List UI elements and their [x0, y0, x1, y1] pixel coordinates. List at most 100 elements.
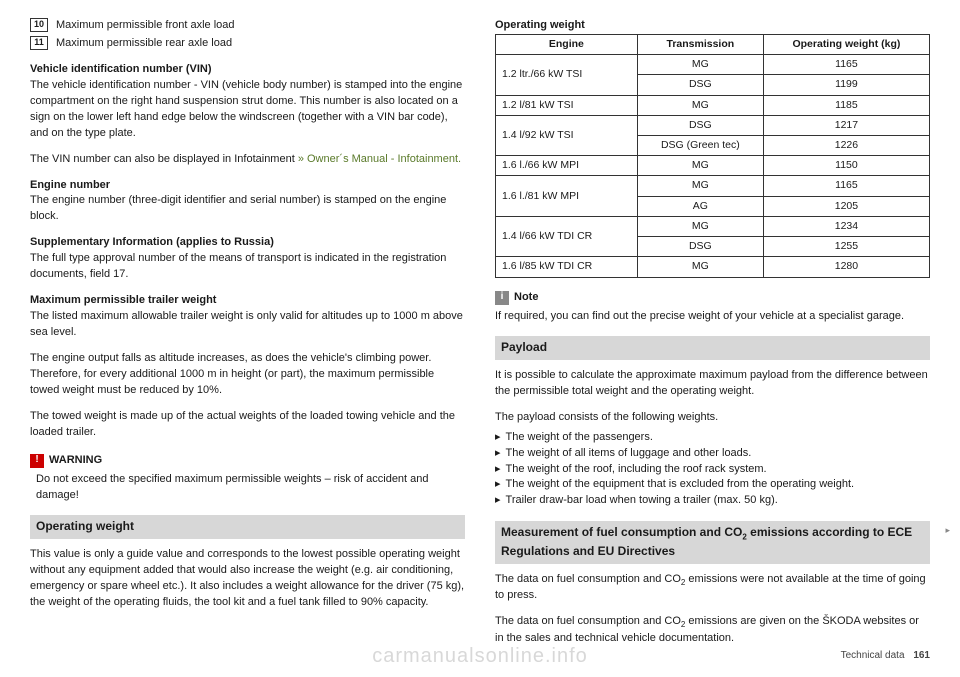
trailer-p2: The engine output falls as altitude incr…	[30, 351, 465, 399]
cell-transmission: MG	[637, 95, 763, 115]
trailer-p3: The towed weight is made up of the actua…	[30, 409, 465, 441]
left-column: 10 Maximum permissible front axle load 1…	[30, 18, 465, 657]
fuel-p1: The data on fuel consumption and CO2 emi…	[495, 572, 930, 605]
cell-weight: 1234	[763, 216, 929, 236]
cell-transmission: DSG (Green tec)	[637, 136, 763, 156]
payload-section-head: Payload	[495, 336, 930, 359]
bullet-text: The weight of the roof, including the ro…	[506, 462, 767, 478]
cell-engine: 1.6 l./81 kW MPI	[496, 176, 638, 216]
engine-number-heading: Engine number	[30, 178, 465, 194]
fuel-section-head: Measurement of fuel consumption and CO2 …	[495, 521, 930, 563]
right-column: Operating weight Engine Transmission Ope…	[495, 18, 930, 657]
cell-transmission: MG	[637, 216, 763, 236]
cell-weight: 1185	[763, 95, 929, 115]
th-engine: Engine	[496, 34, 638, 54]
bullet-item: ▸ The weight of all items of luggage and …	[495, 446, 930, 462]
page-number: 161	[913, 650, 930, 661]
operating-weight-table: Engine Transmission Operating weight (kg…	[495, 34, 930, 278]
fuel-p1-pre: The data on fuel consumption and CO	[495, 573, 681, 585]
item-text: Maximum permissible front axle load	[56, 18, 235, 34]
bullet-text: The weight of all items of luggage and o…	[506, 446, 752, 462]
bullet-icon: ▸	[495, 462, 501, 478]
bullet-icon: ▸	[495, 430, 501, 446]
bullet-text: The weight of the passengers.	[506, 430, 653, 446]
warning-icon: !	[30, 454, 44, 468]
supplementary-body: The full type approval number of the mea…	[30, 251, 465, 283]
cross-reference: » Owner´s Manual - Infotainment.	[298, 153, 461, 165]
warning-body: Do not exceed the specified maximum perm…	[30, 472, 465, 504]
table-header-row: Engine Transmission Operating weight (kg…	[496, 34, 930, 54]
cell-weight: 1205	[763, 196, 929, 216]
fuel-head-pre: Measurement of fuel consumption and CO	[501, 525, 742, 539]
note-header: i Note	[495, 290, 930, 306]
cell-engine: 1.4 l/66 kW TDI CR	[496, 216, 638, 256]
cell-weight: 1199	[763, 75, 929, 95]
table-row: 1.6 l./81 kW MPIMG1165	[496, 176, 930, 196]
vin-heading: Vehicle identification number (VIN)	[30, 62, 465, 78]
engine-number-body: The engine number (three-digit identifie…	[30, 193, 465, 225]
cell-weight: 1150	[763, 156, 929, 176]
payload-list: ▸ The weight of the passengers. ▸ The weigh…	[495, 430, 930, 510]
bullet-item: ▸ The weight of the passengers.	[495, 430, 930, 446]
bullet-item: ▸ Trailer draw-bar load when towing a tra…	[495, 493, 930, 509]
supplementary-heading: Supplementary Information (applies to Ru…	[30, 235, 465, 251]
operating-weight-section-head: Operating weight	[30, 515, 465, 538]
cell-transmission: DSG	[637, 75, 763, 95]
table-row: 1.6 l./66 kW MPIMG1150	[496, 156, 930, 176]
trailer-p1: The listed maximum allowable trailer wei…	[30, 309, 465, 341]
cell-engine: 1.4 l/92 kW TSI	[496, 115, 638, 155]
cell-weight: 1280	[763, 257, 929, 277]
cell-engine: 1.6 l./66 kW MPI	[496, 156, 638, 176]
numbered-item: 10 Maximum permissible front axle load	[30, 18, 465, 34]
page-footer: Technical data 161	[841, 649, 930, 664]
cell-transmission: MG	[637, 55, 763, 75]
cell-weight: 1217	[763, 115, 929, 135]
table-row: 1.6 l/85 kW TDI CRMG1280	[496, 257, 930, 277]
cell-transmission: MG	[637, 257, 763, 277]
bullet-item: ▸ The weight of the roof, including the r…	[495, 462, 930, 478]
note-label: Note	[514, 290, 538, 306]
table-row: 1.4 l/92 kW TSIDSG1217	[496, 115, 930, 135]
table-row: 1.2 ltr./66 kW TSIMG1165	[496, 55, 930, 75]
trailer-heading: Maximum permissible trailer weight	[30, 293, 465, 309]
table-row: 1.4 l/66 kW TDI CRMG1234	[496, 216, 930, 236]
cell-weight: 1226	[763, 136, 929, 156]
cell-weight: 1165	[763, 55, 929, 75]
note-box: i Note If required, you can find out the…	[495, 290, 930, 325]
numbered-item: 11 Maximum permissible rear axle load	[30, 36, 465, 52]
operating-weight-title: Operating weight	[495, 18, 930, 34]
cell-engine: 1.2 l/81 kW TSI	[496, 95, 638, 115]
item-text: Maximum permissible rear axle load	[56, 36, 232, 52]
cell-transmission: DSG	[637, 115, 763, 135]
cell-transmission: DSG	[637, 237, 763, 257]
bullet-text: Trailer draw-bar load when towing a trai…	[506, 493, 778, 509]
fuel-p2: The data on fuel consumption and CO2 emi…	[495, 614, 930, 647]
note-icon: i	[495, 291, 509, 305]
warning-box: ! WARNING Do not exceed the specified ma…	[30, 453, 465, 504]
item-number-box: 10	[30, 18, 48, 32]
vin-infotainment: The VIN number can also be displayed in …	[30, 152, 465, 168]
bullet-text: The weight of the equipment that is excl…	[506, 477, 855, 493]
footer-label: Technical data	[841, 650, 905, 661]
cell-engine: 1.2 ltr./66 kW TSI	[496, 55, 638, 95]
fuel-p2-pre: The data on fuel consumption and CO	[495, 615, 681, 627]
payload-p2: The payload consists of the following we…	[495, 410, 930, 426]
bullet-icon: ▸	[495, 493, 501, 509]
cell-transmission: MG	[637, 156, 763, 176]
vin-info-pre: The VIN number can also be displayed in …	[30, 153, 298, 165]
cell-transmission: MG	[637, 176, 763, 196]
payload-p1: It is possible to calculate the approxim…	[495, 368, 930, 400]
continuation-arrow-icon: ▸	[945, 524, 950, 537]
item-number-box: 11	[30, 36, 48, 50]
bullet-item: ▸ The weight of the equipment that is exc…	[495, 477, 930, 493]
warning-header: ! WARNING	[30, 453, 465, 469]
note-body: If required, you can find out the precis…	[495, 309, 930, 325]
cell-transmission: AG	[637, 196, 763, 216]
th-weight: Operating weight (kg)	[763, 34, 929, 54]
cell-engine: 1.6 l/85 kW TDI CR	[496, 257, 638, 277]
vin-body: The vehicle identification number - VIN …	[30, 78, 465, 142]
bullet-icon: ▸	[495, 446, 501, 462]
bullet-icon: ▸	[495, 477, 501, 493]
th-transmission: Transmission	[637, 34, 763, 54]
cell-weight: 1165	[763, 176, 929, 196]
